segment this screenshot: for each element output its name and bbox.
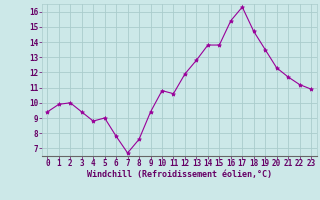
X-axis label: Windchill (Refroidissement éolien,°C): Windchill (Refroidissement éolien,°C) [87,170,272,179]
